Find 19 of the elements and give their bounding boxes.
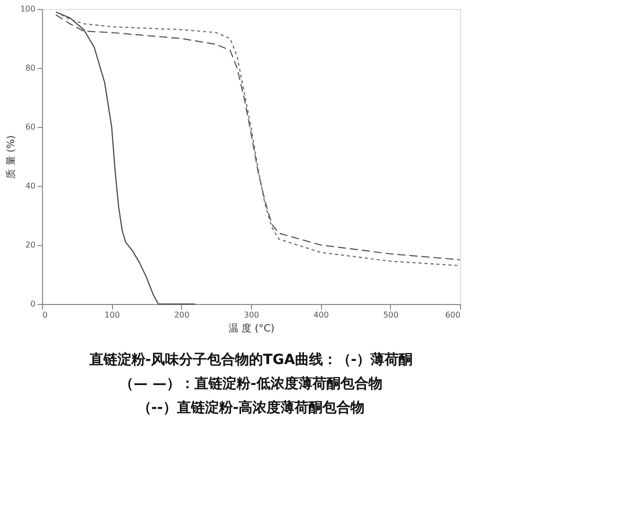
x-tick-label: 300 (244, 310, 260, 320)
y-axis-title: 质 量 (%) (5, 135, 18, 179)
x-tick-label: 500 (383, 310, 398, 320)
x-tick-label: 100 (104, 310, 120, 320)
y-tick-label: 20 (25, 240, 36, 250)
y-tick-label: 100 (20, 4, 36, 14)
y-tick-label: 0 (30, 300, 36, 308)
x-tick-label: 400 (314, 310, 329, 320)
x-axis-title: 温 度 (°C) (228, 322, 275, 334)
y-tick-label: 60 (25, 122, 36, 132)
line-series (55, 11, 196, 305)
x-tick-label: 0 (42, 310, 48, 320)
text: 直链淀粉-风味分子包合物的TGA曲线：（-）薄荷酮 (88, 351, 413, 368)
text: （— —）：直链淀粉-低浓度薄荷酮包合物 (120, 375, 382, 392)
x-tick-label: 600 (445, 310, 460, 320)
y-tick-label: 40 (25, 182, 36, 190)
text: （--）直链淀粉-高浓度薄荷酮包合物 (137, 399, 365, 416)
x-tick-label: 200 (174, 310, 190, 320)
y-tick-label: 80 (25, 64, 36, 72)
